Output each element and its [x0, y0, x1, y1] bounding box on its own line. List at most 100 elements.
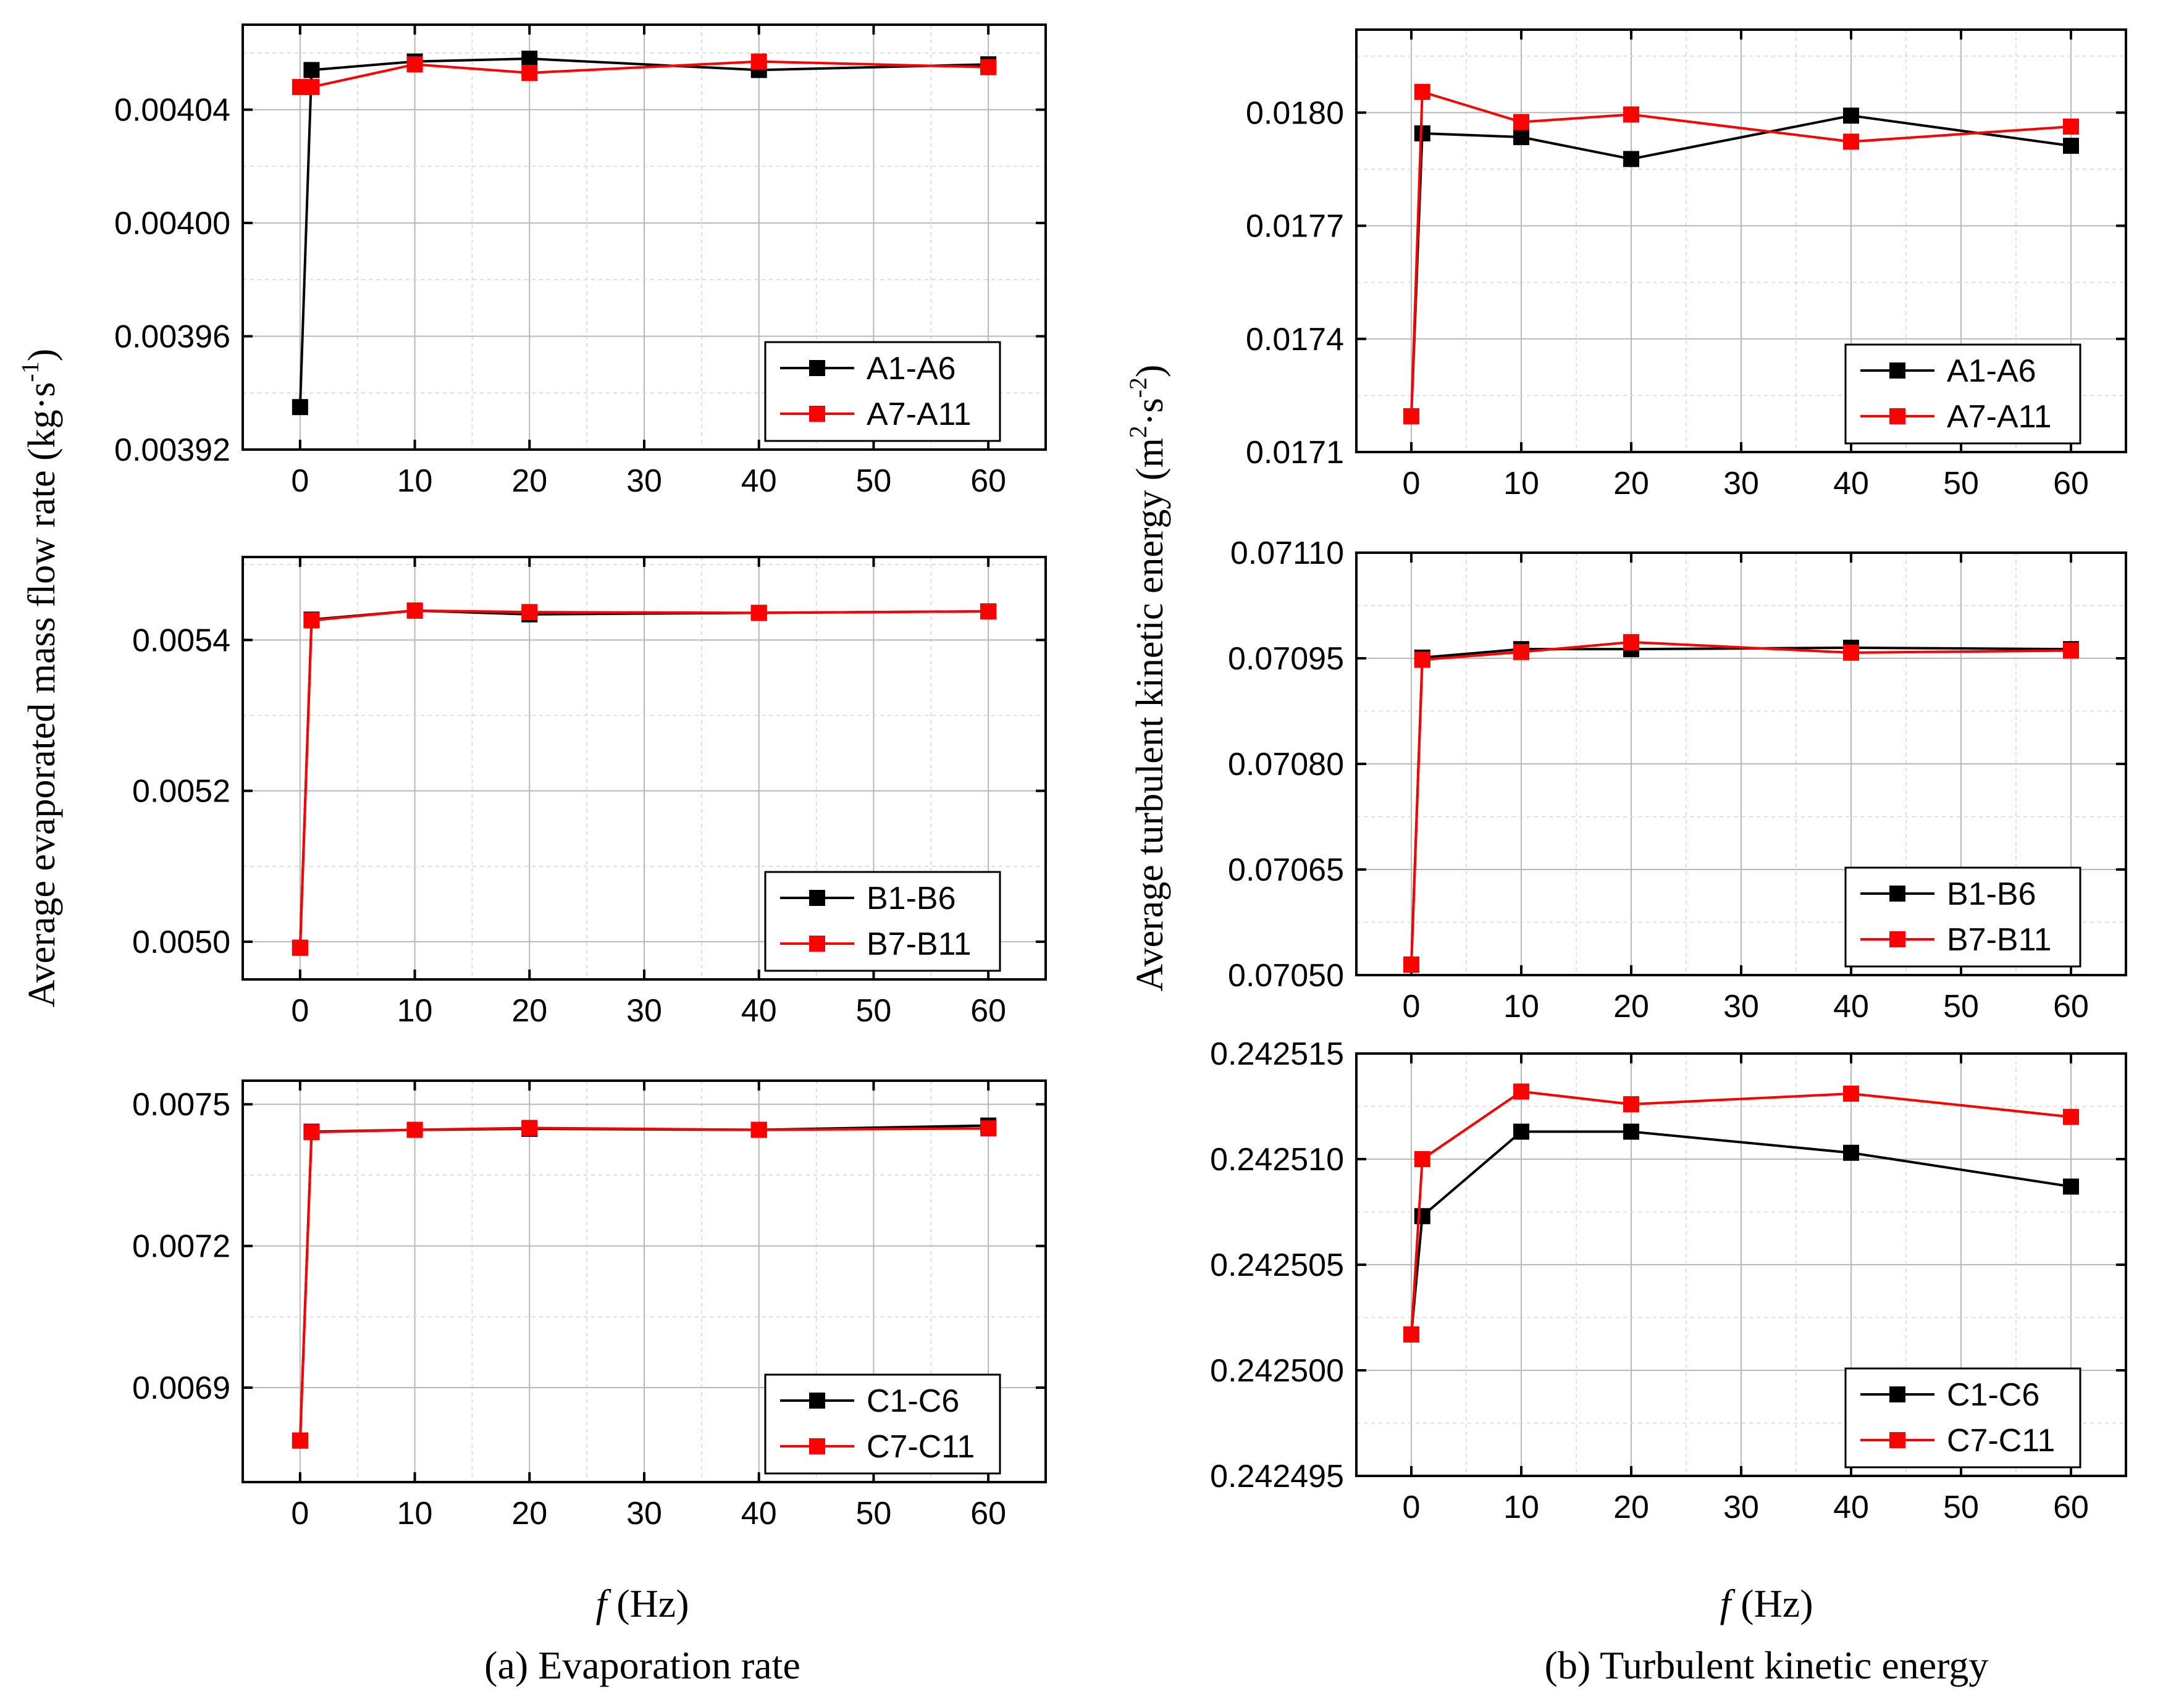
plot-frame-b3	[1355, 1052, 2127, 1477]
legend-marker-C1-C6	[809, 1393, 825, 1409]
y-tick-label-b3: 0.242510	[1210, 1142, 1344, 1178]
y-tick-label-b1: 0.0180	[1246, 95, 1344, 131]
x-tick-label-a1: 30	[626, 463, 662, 499]
y-tick-label-b2: 0.07065	[1228, 852, 1344, 888]
y-tick-label-b2: 0.07080	[1228, 747, 1344, 782]
y-tick-label-a1: 0.00392	[114, 432, 230, 468]
data-point-B7-B11	[1513, 643, 1529, 660]
x-tick-label-b1: 30	[1723, 466, 1759, 501]
x-tick-label-b2: 0	[1403, 989, 1421, 1024]
series-line-B7-B11	[298, 609, 989, 948]
plot-frame-a3	[242, 1079, 1047, 1483]
y-tick-label-a2: 0.0052	[132, 774, 230, 810]
data-point-A7-A11	[406, 56, 423, 73]
y-tick-label-b3: 0.242500	[1210, 1353, 1344, 1389]
data-point-C7-C11	[1414, 1151, 1430, 1167]
x-tick-label-b2: 50	[1943, 989, 1979, 1024]
x-tick-label-a2: 60	[970, 993, 1006, 1029]
data-point-C1-C6	[1843, 1144, 1859, 1161]
data-point-B7-B11	[1414, 652, 1430, 668]
y-tick-label-a1: 0.00400	[114, 206, 230, 241]
chart-panel-b1: 0 10 20 30 40 50 60 0.0171 0.0174 0.0177 0.0180 A1-…	[1246, 28, 2127, 501]
y-tick-label-a3: 0.0075	[132, 1087, 230, 1123]
data-point-C7-C11	[980, 1120, 997, 1137]
x-tick-label-a3: 0	[291, 1496, 309, 1531]
legend-marker-C1-C6	[1889, 1386, 1905, 1402]
x-tick-label-a3: 10	[397, 1496, 433, 1531]
x-tick-label-a3: 40	[741, 1496, 777, 1531]
chart-panel-a3: 0 10 20 30 40 50 60 0.0069 0.0072 0.0075 C1-C6 C7-C…	[132, 1079, 1047, 1531]
x-tick-label-b2: 20	[1613, 989, 1649, 1024]
caption-a: (a) Evaporation rate	[484, 1643, 800, 1687]
x-tick-label-a1: 50	[856, 463, 892, 499]
legend-marker-A1-A6	[1889, 362, 1905, 379]
x-tick-label-a1: 10	[397, 463, 433, 499]
legend-marker-A1-A6	[809, 360, 825, 376]
data-point-C1-C6	[2063, 1178, 2079, 1195]
chart-panel-b2: 0 10 20 30 40 50 60 0.07050 0.07065 0.07080 0.0709…	[1228, 535, 2127, 1024]
data-point-A7-A11	[750, 53, 767, 70]
x-tick-label-a2: 20	[511, 993, 547, 1029]
legend-a2	[764, 871, 1001, 972]
data-point-B7-B11	[980, 603, 997, 619]
y-tick-label-a1: 0.00404	[114, 93, 230, 128]
x-tick-label-a1: 0	[291, 463, 309, 499]
y-tick-label-b3: 0.242505	[1210, 1247, 1344, 1283]
legend-label-C1-C6: C1-C6	[867, 1383, 959, 1419]
data-point-B7-B11	[2063, 642, 2079, 659]
data-point-A7-A11	[521, 64, 538, 81]
series-line-C7-C11	[1410, 1090, 2072, 1335]
data-point-A7-A11	[2063, 118, 2079, 135]
data-point-A7-A11	[1403, 408, 1419, 424]
y-tick-label-b2: 0.07050	[1228, 958, 1344, 994]
plot-frame-b2	[1355, 551, 2127, 976]
x-tick-label-b3: 60	[2053, 1490, 2089, 1525]
data-point-A7-A11	[980, 59, 997, 75]
x-tick-label-b1: 10	[1503, 466, 1539, 501]
chart-panel-b3: 0 10 20 30 40 50 60 0.242495 0.242500 0.242505 0.2…	[1210, 1036, 2127, 1525]
legend-marker-B1-B6	[809, 890, 825, 906]
y-tick-label-b2: 0.07095	[1228, 641, 1344, 677]
legend-label-C7-C11: C7-C11	[1947, 1423, 2055, 1459]
data-point-B7-B11	[1403, 956, 1419, 973]
chart-panel-a2: 0 10 20 30 40 50 60 0.0050 0.0052 0.0054 B1-B6 B7-B…	[132, 556, 1047, 1029]
data-point-C7-C11	[1513, 1083, 1529, 1100]
x-tick-label-a2: 30	[626, 993, 662, 1029]
x-tick-label-a2: 0	[291, 993, 309, 1029]
legend-a1	[764, 341, 1001, 442]
data-point-B7-B11	[1623, 634, 1639, 650]
y-tick-label-b2: 0.07110	[1230, 535, 1344, 571]
y-tick-label-a2: 0.0050	[132, 924, 230, 960]
x-tick-label-b2: 10	[1503, 989, 1539, 1024]
x-tick-label-b3: 20	[1613, 1490, 1649, 1525]
legend-label-C7-C11: C7-C11	[867, 1429, 975, 1465]
data-point-A7-A11	[303, 78, 320, 95]
legend-label-B7-B11: B7-B11	[867, 926, 972, 962]
x-tick-label-a2: 40	[741, 993, 777, 1029]
data-point-C7-C11	[521, 1120, 538, 1136]
legend-marker-C7-C11	[1889, 1432, 1905, 1448]
data-point-C1-C6	[1513, 1123, 1529, 1140]
series-line-C7-C11	[298, 1126, 989, 1441]
data-point-A1-A6	[1513, 129, 1529, 146]
legend-marker-A7-A11	[809, 406, 825, 422]
x-tick-label-a3: 30	[626, 1496, 662, 1531]
data-point-B7-B11	[292, 939, 308, 956]
data-point-B7-B11	[750, 605, 767, 621]
x-tick-label-a2: 10	[397, 993, 433, 1029]
data-point-C1-C6	[1414, 1208, 1430, 1225]
plot-frame-a2	[242, 556, 1047, 981]
x-tick-label-b2: 60	[2053, 989, 2089, 1024]
data-point-A1-A6	[521, 51, 538, 67]
xlabel-a: f (Hz)	[595, 1582, 689, 1625]
series-line-A1-A6	[298, 57, 989, 408]
y-tick-label-b3: 0.242495	[1210, 1459, 1344, 1494]
x-tick-label-b3: 0	[1403, 1490, 1421, 1525]
data-point-A7-A11	[1513, 114, 1529, 130]
legend-a3	[764, 1373, 1001, 1475]
x-tick-label-a2: 50	[856, 993, 892, 1029]
legend-label-B1-B6: B1-B6	[1947, 876, 2036, 912]
x-tick-label-b1: 0	[1403, 466, 1421, 501]
legend-marker-B7-B11	[1889, 931, 1905, 947]
data-point-B7-B11	[1843, 644, 1859, 661]
